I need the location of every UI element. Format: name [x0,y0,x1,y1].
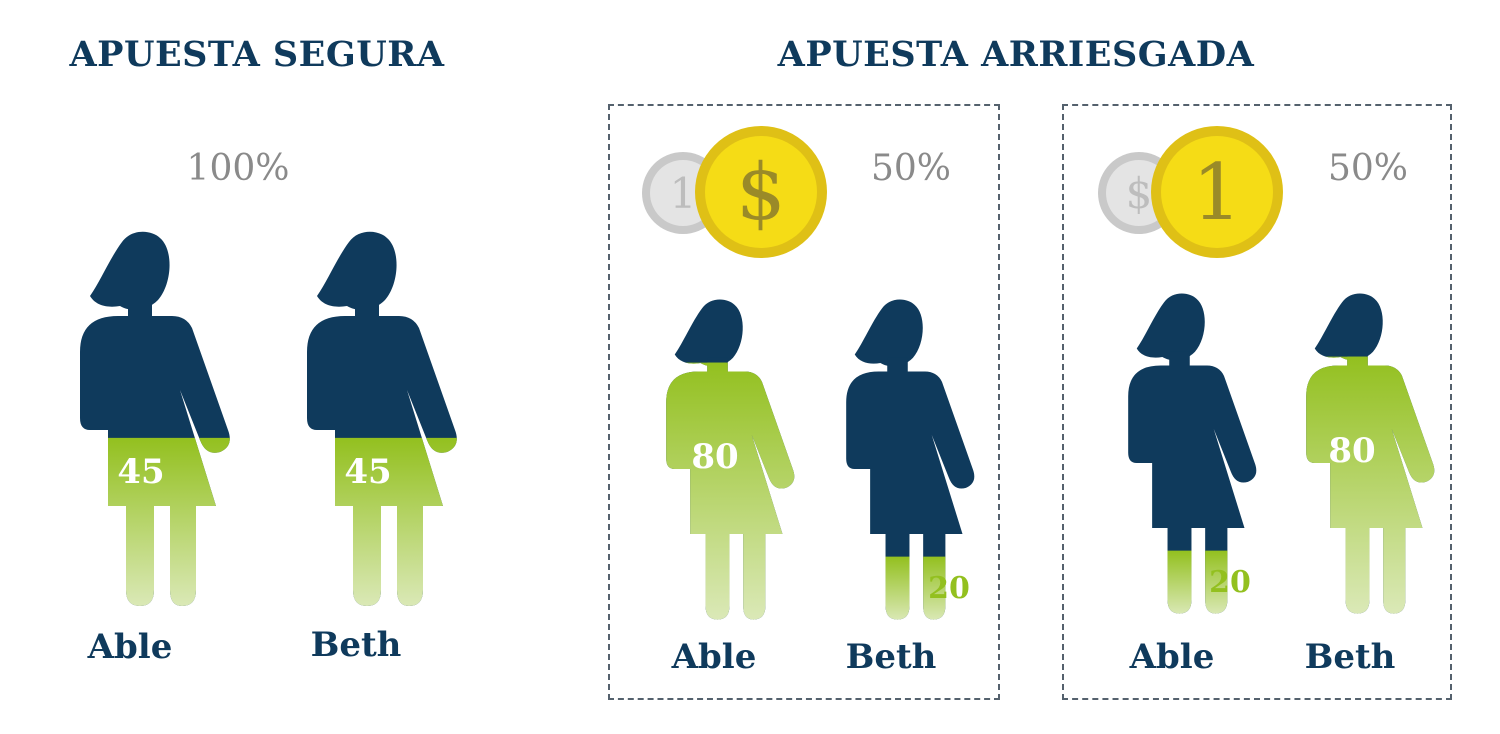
silhouette-base [307,231,457,606]
silhouette-fill-level [885,556,946,620]
outcome-box-2 [1062,104,1452,700]
risky-bet-title: APUESTA ARRIESGADA [777,34,1255,75]
person-figure-outcome2-able [1128,293,1257,614]
silhouette-fill-level [666,362,795,620]
gold-coin-one-icon: 1 [1151,126,1283,258]
sure-bet-probability: 100% [186,148,290,189]
value-outcome2-beth: 80 [1328,431,1376,471]
person-figure-sure-beth [307,231,457,606]
outcome-box-1 [608,104,1000,700]
coin-symbol: 1 [670,169,697,218]
person-figure-outcome1-able [666,299,795,620]
name-sure-beth: Beth [310,625,402,665]
silhouette-fill-level [1167,550,1228,614]
outcome-2-probability: 50% [1327,148,1409,189]
gold-coin-dollar-icon: $ [695,126,827,258]
name-outcome1-able: Able [671,637,757,677]
value-outcome1-beth: 20 [928,571,970,606]
person-figure-sure-able [80,231,230,606]
silhouette-base [80,231,230,606]
coin-symbol: $ [736,148,786,238]
coin-symbol: $ [1126,169,1153,218]
name-outcome1-beth: Beth [845,637,937,677]
name-sure-able: Able [87,627,173,667]
outcome-1-probability: 50% [870,148,952,189]
value-outcome1-able: 80 [691,437,739,477]
person-figure-outcome1-beth [846,299,975,620]
silhouette-fill-level [108,437,230,606]
person-figure-outcome2-beth [1306,293,1435,614]
silhouette-fill-level [335,437,457,606]
name-outcome2-beth: Beth [1304,637,1396,677]
silhouette-fill-level [1306,356,1435,614]
coin-symbol: 1 [1192,148,1242,238]
name-outcome2-able: Able [1129,637,1215,677]
value-sure-able: 45 [117,452,165,492]
sure-bet-title: APUESTA SEGURA [69,34,445,75]
value-outcome2-able: 20 [1209,565,1251,600]
value-sure-beth: 45 [344,452,392,492]
